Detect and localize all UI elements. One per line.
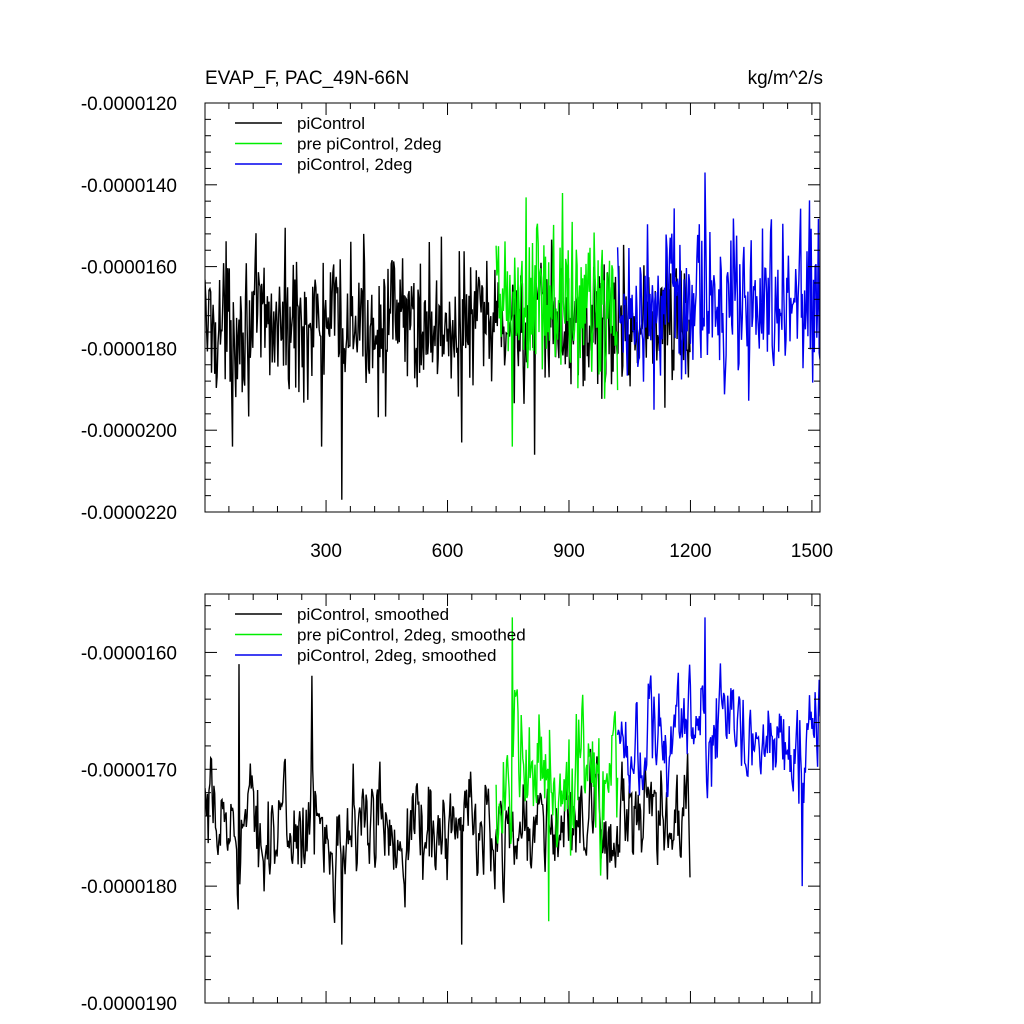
top-panel: -0.0000120 -0.0000140 -0.0000160 -0.0000180…	[81, 94, 833, 562]
y-tick-label: -0.0000180	[81, 339, 177, 360]
legend-label: pre piControl, 2deg	[297, 135, 442, 154]
x-tick-label: 900	[553, 541, 585, 562]
x-tick-label: 300	[310, 541, 342, 562]
x-tick-label: 1200	[669, 541, 711, 562]
series-line-picontrol-smoothed	[205, 664, 691, 945]
legend-label: piControl, 2deg, smoothed	[297, 646, 496, 665]
bottom-panel: -0.0000160 -0.0000170 -0.0000180 -0.0000190…	[81, 593, 821, 1015]
plot-frame	[204, 102, 821, 513]
y-tick-label: -0.0000160	[81, 258, 177, 279]
series-line-picontrol-2deg	[616, 172, 820, 410]
legend-label: piControl, 2deg	[297, 155, 412, 174]
x-tick-label: 1500	[791, 541, 833, 562]
series-line-picontrol	[205, 227, 691, 500]
top-units: kg/m^2/s	[748, 68, 823, 89]
top-title: EVAP_F, PAC_49N-66N	[205, 68, 409, 89]
series-line-pre-picontrol-2deg-smoothed	[495, 617, 619, 922]
y-tick-label: -0.0000180	[81, 877, 177, 898]
y-tick-label: -0.0000190	[81, 994, 177, 1015]
plot-frame	[204, 593, 821, 1004]
y-tick-label: -0.0000140	[81, 176, 177, 197]
legend-label: pre piControl, 2deg, smoothed	[297, 626, 526, 645]
y-tick-label: -0.0000120	[81, 94, 177, 115]
series-line-pre-picontrol-2deg	[495, 192, 619, 447]
legend-label: piControl	[297, 114, 365, 133]
legend-label: piControl, smoothed	[297, 605, 449, 624]
y-tick-label: -0.0000200	[81, 421, 177, 442]
y-tick-label: -0.0000220	[81, 503, 177, 524]
x-tick-label: 600	[432, 541, 464, 562]
y-tick-label: -0.0000160	[81, 643, 177, 664]
series-line-picontrol-2deg-smoothed	[616, 617, 820, 887]
y-tick-label: -0.0000170	[81, 760, 177, 781]
